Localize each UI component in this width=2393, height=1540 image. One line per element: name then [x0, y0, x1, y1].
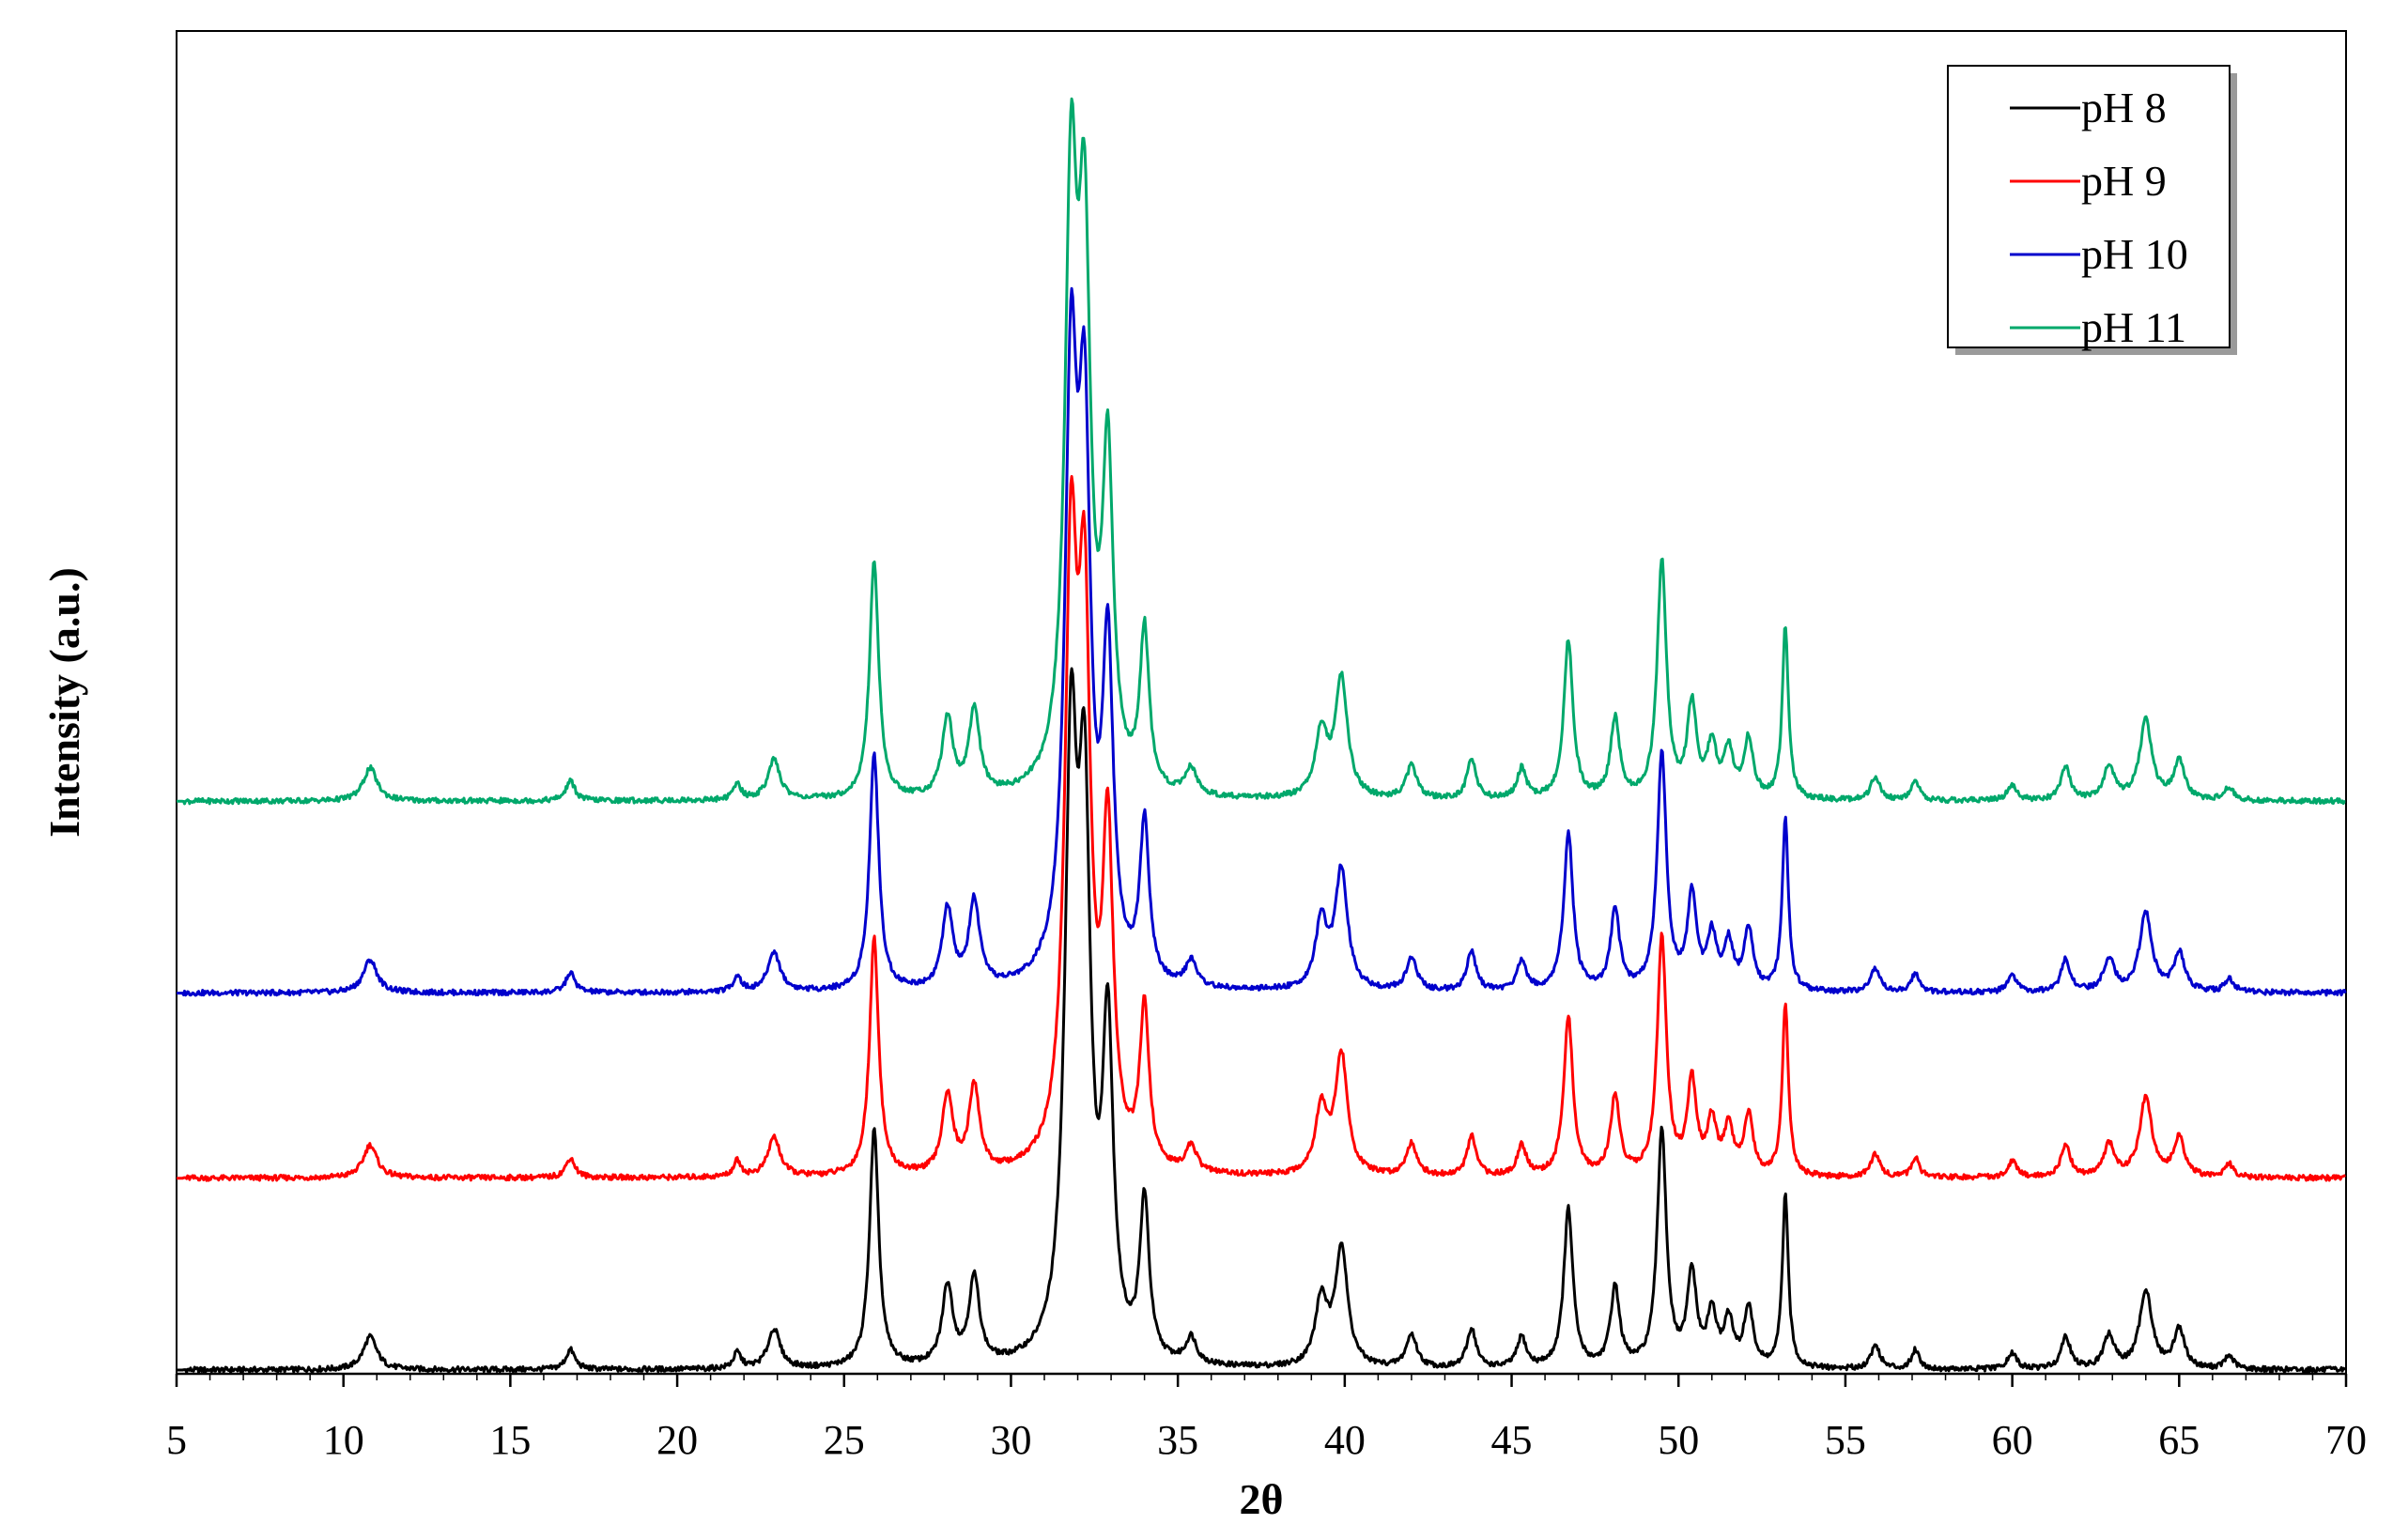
legend-items: pH 8 pH 9 pH 10 pH 11	[2010, 84, 2188, 351]
legend: pH 8 pH 9 pH 10 pH 11	[1947, 65, 2237, 355]
x-tick-label: 25	[824, 1417, 865, 1463]
x-tick-label: 55	[1825, 1417, 1866, 1463]
x-tick-label: 30	[990, 1417, 1031, 1463]
series-line-ph-11	[176, 97, 2346, 806]
legend-label: pH 11	[2081, 303, 2186, 351]
series-group	[176, 97, 2347, 1374]
x-tick-label: 10	[323, 1417, 364, 1463]
x-tick-label: 70	[2325, 1417, 2367, 1463]
x-tick-label: 15	[489, 1417, 531, 1463]
x-axis-title: 2θ	[1239, 1475, 1283, 1523]
x-tick-label: 65	[2158, 1417, 2200, 1463]
legend-box	[1947, 65, 2231, 348]
x-tick-label: 50	[1658, 1417, 1699, 1463]
x-ticks: 5 10 15 20 25 30 35 40 45 50 55 60 65 70	[166, 1374, 2367, 1463]
series-line-ph-10	[176, 286, 2347, 997]
series-line-ph-9	[176, 474, 2346, 1182]
legend-label: pH 8	[2081, 84, 2167, 131]
y-axis-title: Intensity (a.u.)	[40, 567, 88, 838]
legend-label: pH 9	[2081, 157, 2167, 205]
x-tick-label: 5	[166, 1417, 187, 1463]
x-tick-label: 20	[656, 1417, 698, 1463]
x-tick-label: 35	[1157, 1417, 1198, 1463]
series-line-ph-8	[176, 667, 2347, 1374]
x-tick-label: 45	[1491, 1417, 1533, 1463]
x-tick-label: 60	[1992, 1417, 2033, 1463]
legend-label: pH 10	[2081, 230, 2188, 278]
x-tick-label: 40	[1324, 1417, 1366, 1463]
